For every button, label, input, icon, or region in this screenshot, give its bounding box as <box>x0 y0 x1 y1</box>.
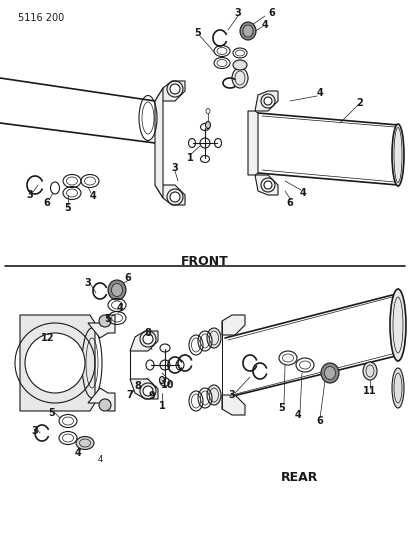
Text: 6: 6 <box>316 416 323 426</box>
Text: 2: 2 <box>356 98 362 108</box>
Ellipse shape <box>324 367 335 379</box>
Circle shape <box>143 386 153 396</box>
Ellipse shape <box>231 68 247 88</box>
Text: 6: 6 <box>268 8 275 18</box>
Polygon shape <box>130 331 157 351</box>
Text: 6: 6 <box>124 273 131 283</box>
Text: 5: 5 <box>49 408 55 418</box>
Circle shape <box>143 334 153 344</box>
Text: 5: 5 <box>278 403 285 413</box>
Text: 4: 4 <box>74 448 81 458</box>
Circle shape <box>99 315 111 327</box>
Text: 3: 3 <box>171 163 178 173</box>
Ellipse shape <box>159 376 164 384</box>
Ellipse shape <box>207 328 220 348</box>
Text: 1: 1 <box>186 153 193 163</box>
Text: 8: 8 <box>144 328 151 338</box>
Text: 1: 1 <box>158 401 165 411</box>
Circle shape <box>170 84 180 94</box>
Ellipse shape <box>320 363 338 383</box>
Polygon shape <box>221 395 245 415</box>
Ellipse shape <box>389 289 405 361</box>
Text: 4: 4 <box>90 191 96 201</box>
Polygon shape <box>130 379 157 399</box>
Polygon shape <box>88 388 115 411</box>
Text: 4: 4 <box>299 188 306 198</box>
Polygon shape <box>155 185 184 205</box>
Ellipse shape <box>362 362 376 380</box>
Ellipse shape <box>111 284 122 296</box>
Ellipse shape <box>205 122 210 128</box>
Circle shape <box>263 97 271 105</box>
Text: 5116 200: 5116 200 <box>18 13 64 23</box>
Polygon shape <box>254 175 277 195</box>
Text: 5: 5 <box>65 203 71 213</box>
Ellipse shape <box>239 22 255 40</box>
Circle shape <box>35 343 75 383</box>
Text: 4: 4 <box>316 88 323 98</box>
Text: 4: 4 <box>97 456 102 464</box>
Text: 12: 12 <box>41 333 55 343</box>
Polygon shape <box>155 88 163 198</box>
Text: 7: 7 <box>126 390 133 400</box>
Text: 3: 3 <box>27 190 33 200</box>
Polygon shape <box>247 111 257 175</box>
Text: 4: 4 <box>261 20 268 30</box>
Text: 4: 4 <box>116 303 123 313</box>
Circle shape <box>99 399 111 411</box>
Text: 6: 6 <box>43 198 50 208</box>
Circle shape <box>263 181 271 189</box>
Ellipse shape <box>207 385 220 405</box>
Text: 8: 8 <box>134 381 141 391</box>
Ellipse shape <box>243 25 252 37</box>
Text: 3: 3 <box>234 8 241 18</box>
Polygon shape <box>88 315 115 338</box>
Text: 3: 3 <box>228 390 235 400</box>
Ellipse shape <box>232 60 246 70</box>
Text: REAR: REAR <box>281 472 318 484</box>
Polygon shape <box>254 91 277 111</box>
Text: 5: 5 <box>104 314 111 324</box>
Polygon shape <box>155 81 184 101</box>
Polygon shape <box>20 315 95 411</box>
Ellipse shape <box>391 124 403 186</box>
Text: 10: 10 <box>161 380 174 390</box>
Polygon shape <box>221 315 245 335</box>
Ellipse shape <box>76 437 94 449</box>
Text: 4: 4 <box>294 410 301 420</box>
Text: 9: 9 <box>148 391 155 401</box>
Text: 3: 3 <box>31 426 38 436</box>
Text: 11: 11 <box>362 386 376 396</box>
Text: 5: 5 <box>194 28 201 38</box>
Text: 3: 3 <box>84 278 91 288</box>
Circle shape <box>25 333 85 393</box>
Text: 6: 6 <box>286 198 293 208</box>
Ellipse shape <box>391 368 403 408</box>
Ellipse shape <box>108 280 126 300</box>
Circle shape <box>170 192 180 202</box>
Text: FRONT: FRONT <box>181 254 228 268</box>
